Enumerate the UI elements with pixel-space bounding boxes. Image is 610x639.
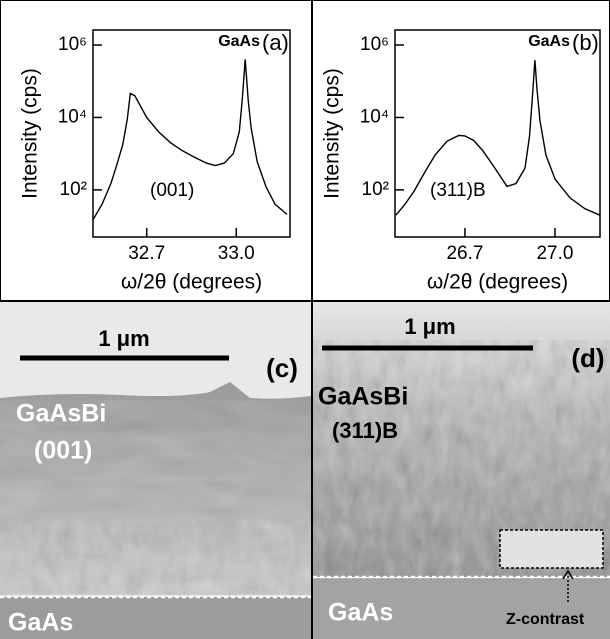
- scale-bar-label: 1 μm: [98, 326, 149, 351]
- plot-frame: [395, 30, 600, 237]
- data-line: [396, 60, 600, 215]
- y-tick-label: 10⁴: [58, 106, 87, 127]
- annotation: (311)B: [430, 180, 486, 201]
- y-tick-label: 10²: [362, 179, 389, 200]
- page: 1 μm (c) GaAsBi (001) GaAs 1 μm (d) GaAs…: [0, 0, 610, 639]
- x-axis-label: ω/2θ (degrees): [121, 271, 262, 294]
- y-axis-label: Intensity (cps): [321, 68, 344, 199]
- annotation: (001): [150, 180, 194, 201]
- plot-frame: [93, 30, 290, 237]
- x-tick-label: 33.0: [218, 243, 255, 264]
- x-axis-label: ω/2θ (degrees): [427, 271, 568, 294]
- inset-label: Z-contrast: [506, 611, 585, 628]
- substrate-label: GaAs: [8, 609, 73, 637]
- x-tick-label: 26.7: [446, 243, 483, 264]
- orientation-label: (001): [34, 437, 92, 465]
- layer-label: GaAsBi: [16, 400, 106, 428]
- x-tick-label: 32.7: [128, 243, 165, 264]
- chart-title: GaAs: [528, 33, 570, 50]
- panel-label: (d): [571, 343, 604, 373]
- y-axis-label: Intensity (cps): [19, 68, 42, 199]
- panel-label: (c): [266, 353, 298, 383]
- panel-label: (b): [572, 30, 599, 55]
- chart-title: GaAs: [218, 33, 260, 50]
- y-tick-label: 10⁴: [360, 106, 389, 127]
- x-tick-label: 27.0: [536, 243, 573, 264]
- y-tick-label: 10²: [60, 179, 87, 200]
- tem-image-c: [0, 302, 311, 639]
- tem-image-d: [313, 302, 610, 639]
- panel-label: (a): [262, 30, 289, 55]
- y-tick-label: 10⁶: [360, 34, 389, 55]
- scale-bar-label: 1 μm: [404, 314, 455, 339]
- layer-label: GaAsBi: [318, 383, 408, 411]
- orientation-label: (311)B: [332, 418, 398, 443]
- y-tick-label: 10⁶: [58, 34, 87, 55]
- substrate-label: GaAs: [328, 599, 393, 627]
- figure: 1 μm (c) GaAsBi (001) GaAs 1 μm (d) GaAs…: [0, 0, 610, 639]
